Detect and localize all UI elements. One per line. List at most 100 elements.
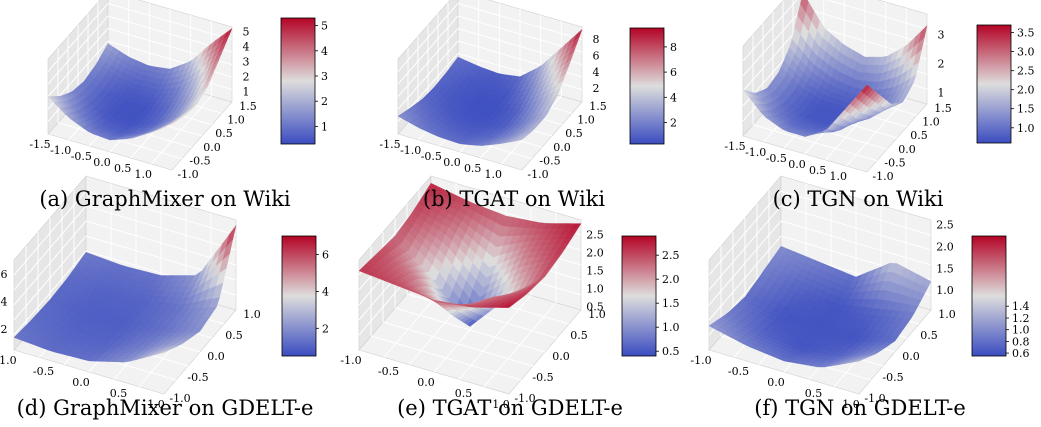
y-tick-label: 1.0 <box>243 308 261 321</box>
x-tick-label: -1.0 <box>340 354 361 367</box>
y-tick-label: -0.5 <box>187 371 208 384</box>
colorbar-tick-label: 6 <box>322 249 329 262</box>
y-tick-label: 0.0 <box>203 141 221 154</box>
colorbar-tick-label: 4 <box>321 45 328 58</box>
colorbar-tick-label: 1.0 <box>1012 324 1030 337</box>
z-tick-label: 6 <box>593 50 600 63</box>
caption-e: (e) TGAT on GDELT-e <box>397 396 623 420</box>
y-tick-label: 1.0 <box>938 308 956 321</box>
y-tick-label: -0.5 <box>532 371 553 384</box>
x-tick-label: -0.5 <box>421 150 442 163</box>
z-tick-label: 2.5 <box>586 228 604 241</box>
x-tick-label: 1.0 <box>135 168 153 181</box>
z-tick-label: 4 <box>243 41 250 54</box>
x-tick-label: -1.5 <box>29 138 50 151</box>
x-tick-label: -1.0 <box>745 146 766 159</box>
z-tick-label: 1.5 <box>586 264 604 277</box>
colorbar-tick-label: 8 <box>670 41 677 54</box>
x-tick-label: -0.5 <box>378 365 399 378</box>
y-tick-label: 0.5 <box>565 127 583 140</box>
colorbar <box>972 236 1006 356</box>
colorbar-tick-label: 2 <box>322 322 329 335</box>
z-tick-label: 1 <box>938 86 945 99</box>
chart-panel-5: -1.0-0.50.00.51.0-1.0-0.50.00.51.01.01.5… <box>690 176 1029 411</box>
z-tick-label: 1.0 <box>936 284 954 297</box>
y-tick-label: 0.5 <box>910 129 928 142</box>
z-tick-label: 2 <box>243 71 250 84</box>
y-tick-label: -0.5 <box>539 154 560 167</box>
z-tick-label: 2 <box>938 57 945 70</box>
colorbar-tick-label: 5 <box>321 20 328 33</box>
y-tick-label: -0.5 <box>882 371 903 384</box>
colorbar-tick-label: 4 <box>322 285 329 298</box>
x-tick-label: 0.0 <box>417 376 435 389</box>
z-tick-label: 4 <box>593 66 600 79</box>
y-tick-label: 0.0 <box>553 141 571 154</box>
x-tick-label: 0.0 <box>72 376 90 389</box>
x-tick-label: -0.5 <box>33 365 54 378</box>
y-tick-label: -1.0 <box>527 168 548 181</box>
y-tick-label: -0.5 <box>884 156 905 169</box>
colorbar <box>630 28 664 144</box>
colorbar-tick-label: 1.0 <box>662 321 680 334</box>
colorbar <box>282 236 316 356</box>
x-tick-label: 0.5 <box>464 162 482 175</box>
y-tick-label: 0.5 <box>570 329 588 342</box>
colorbar-tick-label: 2.5 <box>662 249 680 262</box>
x-tick-label: 0.5 <box>809 164 827 177</box>
caption-b: (b) TGAT on Wiki <box>423 187 605 211</box>
y-tick-label: 0.0 <box>207 350 225 363</box>
x-tick-label: 0.0 <box>93 156 111 169</box>
z-tick-label: 3 <box>938 28 945 41</box>
x-tick-label: -0.5 <box>766 152 787 165</box>
caption-a: (a) GraphMixer on Wiki <box>39 187 290 211</box>
y-tick-label: 1.0 <box>227 114 245 127</box>
colorbar-tick-label: 1.2 <box>1012 312 1030 325</box>
chart-panel-4: -1.0-0.50.00.51.0-1.0-0.50.00.51.00.51.0… <box>340 176 679 411</box>
x-tick-label: -1.0 <box>50 144 71 157</box>
x-tick-label: 0.0 <box>443 156 461 169</box>
z-tick-label: 1.5 <box>936 262 954 275</box>
x-tick-label: 0.5 <box>114 162 132 175</box>
colorbar-tick-label: 1.5 <box>662 297 680 310</box>
colorbar-tick-label: 2.0 <box>1017 84 1035 97</box>
z-tick-label: 6 <box>1 268 8 281</box>
colorbar-tick-label: 2 <box>321 95 328 108</box>
z-tick-label: 1.0 <box>586 282 604 295</box>
colorbar-tick-label: 3 <box>321 70 328 83</box>
x-tick-label: 0.0 <box>767 376 785 389</box>
colorbar-tick-label: 2 <box>670 117 677 130</box>
x-tick-label: -1.0 <box>690 354 711 367</box>
colorbar-tick-label: 1.4 <box>1012 300 1030 313</box>
colorbar-tick-label: 1 <box>321 120 328 133</box>
x-tick-label: -1.5 <box>724 140 745 153</box>
y-tick-label: 1.5 <box>239 100 257 113</box>
x-tick-label: -1.5 <box>379 138 400 151</box>
colorbar <box>281 18 315 144</box>
colorbar-tick-label: 2.0 <box>662 273 680 286</box>
x-tick-label: -0.5 <box>71 150 92 163</box>
z-tick-label: 2 <box>593 82 600 95</box>
colorbar <box>622 236 656 356</box>
y-tick-label: -1.0 <box>872 170 893 183</box>
colorbar-tick-label: 4 <box>670 91 677 104</box>
colorbar-tick-label: 0.5 <box>662 345 680 358</box>
colorbar-tick-label: 3.5 <box>1017 27 1035 40</box>
z-tick-label: 5 <box>243 26 250 39</box>
y-tick-label: 1.0 <box>577 114 595 127</box>
y-tick-label: 0.5 <box>225 329 243 342</box>
y-tick-label: 0.0 <box>898 143 916 156</box>
y-tick-label: 0.5 <box>920 329 938 342</box>
colorbar-tick-label: 6 <box>670 66 677 79</box>
y-tick-label: 0.0 <box>552 350 570 363</box>
y-tick-label: 0.5 <box>215 127 233 140</box>
z-tick-label: 2 <box>1 323 8 336</box>
colorbar <box>977 25 1011 143</box>
caption-c: (c) TGN on Wiki <box>773 187 944 211</box>
z-tick-label: 2.0 <box>936 240 954 253</box>
x-tick-label: -1.0 <box>0 354 17 367</box>
